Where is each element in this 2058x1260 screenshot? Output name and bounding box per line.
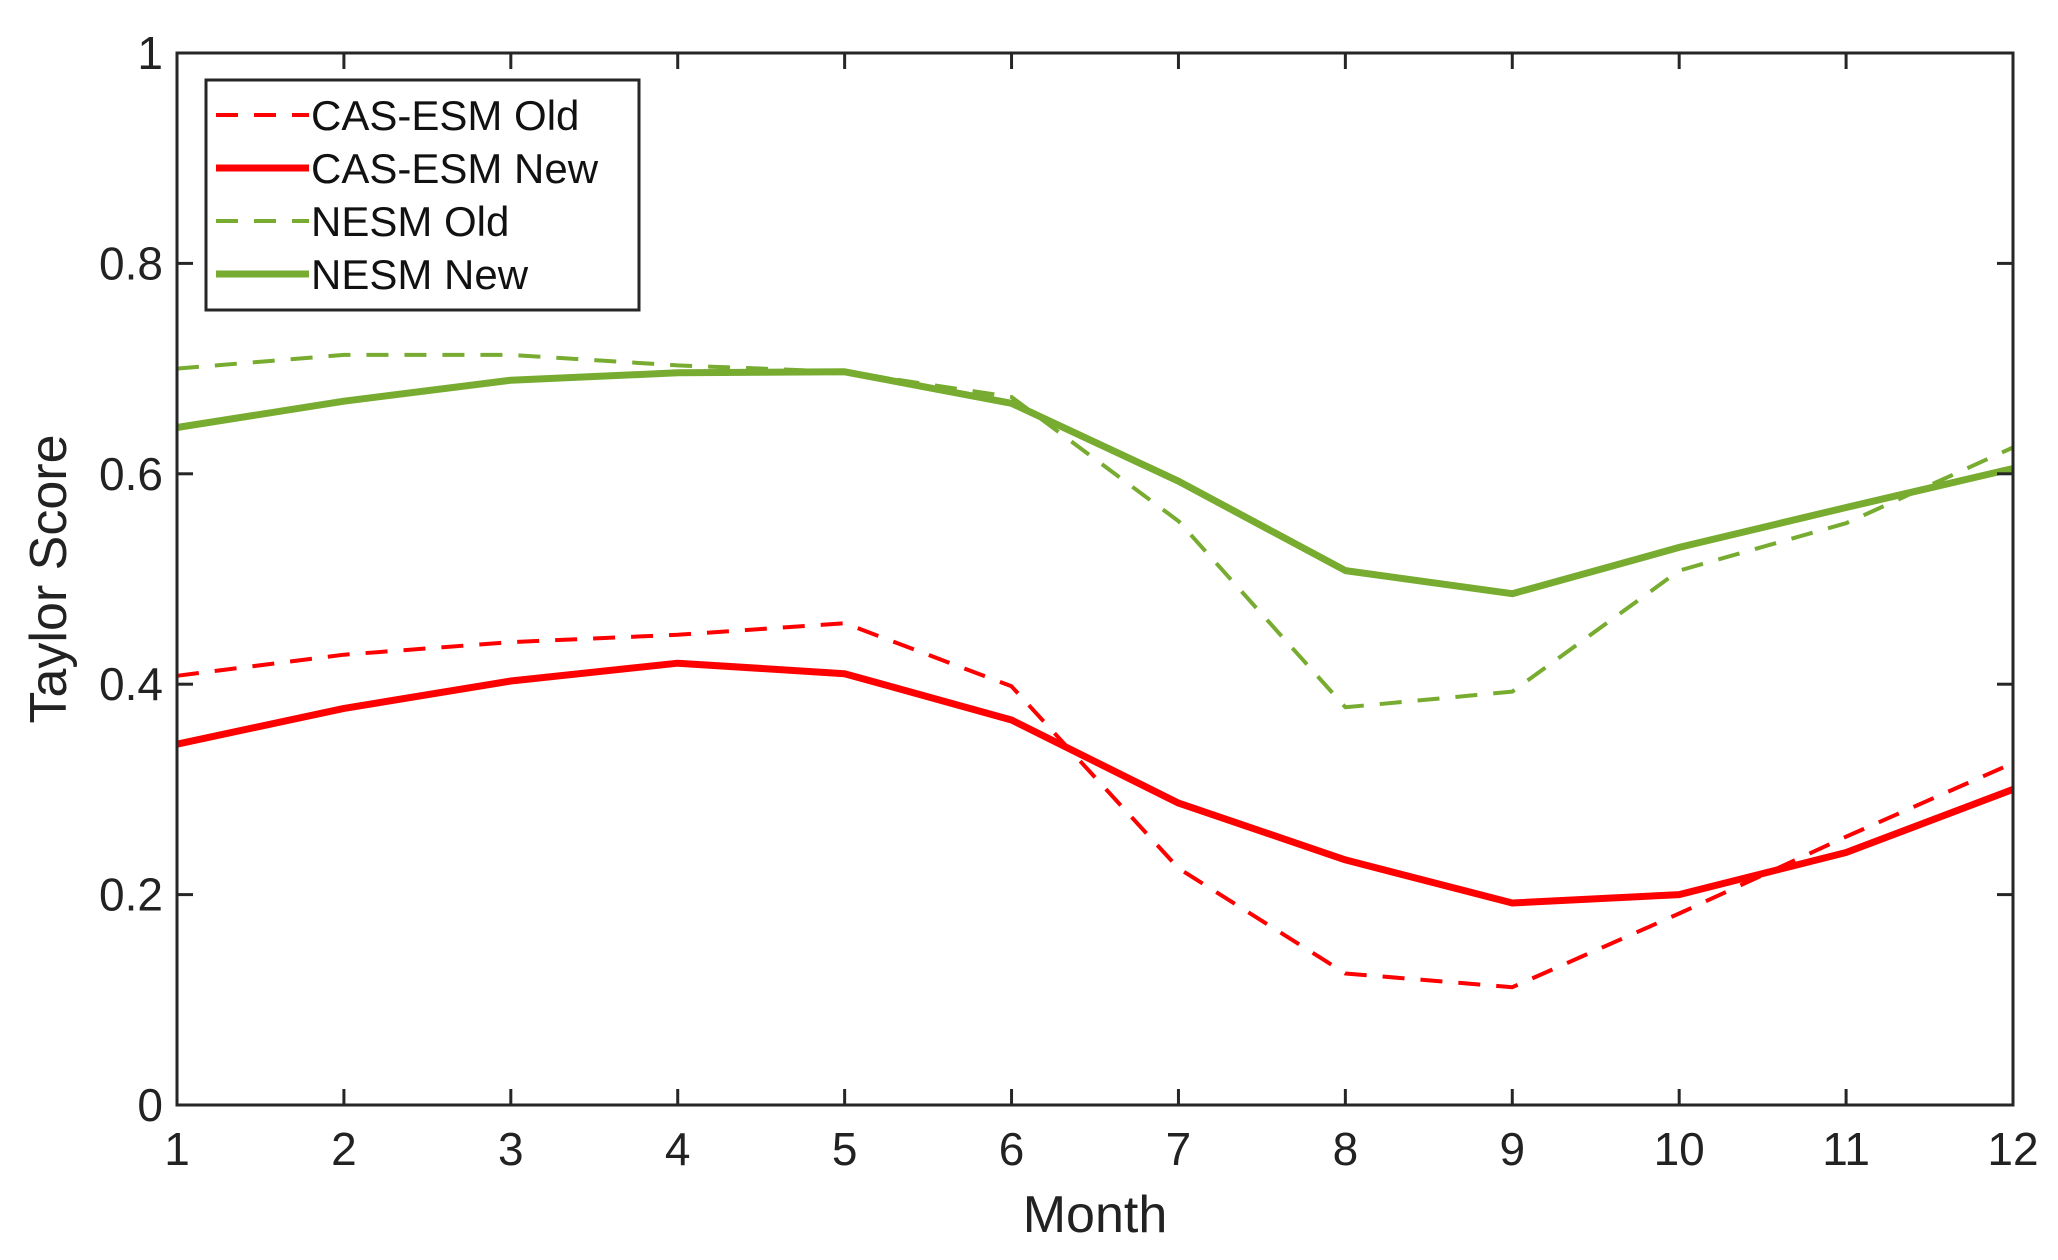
x-tick-label: 5 — [832, 1123, 858, 1175]
y-tick-label: 0.2 — [99, 869, 163, 921]
x-tick-label: 10 — [1654, 1123, 1705, 1175]
x-axis-title: Month — [1023, 1186, 1168, 1244]
y-tick-label: 0.8 — [99, 237, 163, 289]
y-tick-label: 0.4 — [99, 658, 163, 710]
plot-area — [176, 352, 2015, 990]
x-tick-label: 11 — [1822, 1123, 1870, 1175]
x-tick-label: 4 — [665, 1123, 691, 1175]
legend-label: CAS-ESM New — [311, 145, 599, 192]
y-tick-label: 0.6 — [99, 448, 163, 500]
legend-label: NESM New — [311, 251, 529, 298]
series-line-nesm-old — [176, 352, 2014, 710]
axes-box — [175, 51, 2015, 1107]
legend-label: NESM Old — [311, 198, 509, 245]
x-tick-label: 6 — [999, 1123, 1025, 1175]
x-tick-label: 7 — [1166, 1123, 1192, 1175]
series-line-cas-esm-old — [176, 621, 2014, 990]
legend: CAS-ESM Old CAS-ESM New NESM Old NESM New — [204, 78, 641, 312]
legend-label: CAS-ESM Old — [311, 92, 579, 139]
y-tick-label: 0 — [137, 1079, 163, 1131]
x-tick-label: 1 — [164, 1123, 190, 1175]
x-tick-label: 8 — [1333, 1123, 1359, 1175]
x-tick-label: 3 — [498, 1123, 524, 1175]
series-line-nesm-new — [176, 368, 2014, 598]
x-tick-label: 9 — [1499, 1123, 1525, 1175]
x-tick-label: 2 — [331, 1123, 357, 1175]
y-axis-title: Taylor Score — [20, 435, 78, 724]
legend-box — [204, 78, 641, 312]
y-tick-label: 1 — [137, 27, 163, 79]
x-tick-label: 12 — [1987, 1123, 2038, 1175]
series-line-cas-esm-new — [176, 659, 2015, 907]
